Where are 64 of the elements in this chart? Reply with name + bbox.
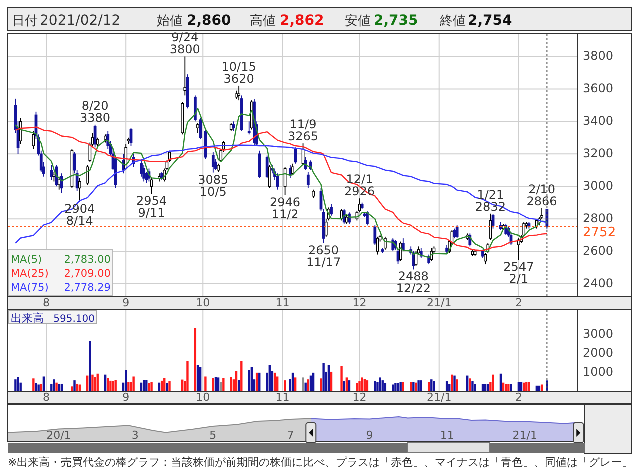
text: 始値	[157, 14, 183, 29]
x-tick-label: 9	[122, 296, 130, 310]
text: MA(75)	[11, 282, 49, 294]
text: ※出来高・売買代金の棒グラフ：当該株価が前期間の株価に比べ、プラスは「赤色」、マイナスは「青色」、同値は「グレー」	[8, 456, 634, 469]
x-tick-label: 9	[122, 391, 130, 404]
text: 高値	[250, 13, 276, 29]
x-tick-label: 11	[276, 391, 290, 404]
text: 2021/02/12	[40, 13, 121, 29]
y-tick-label: 3600	[583, 81, 614, 96]
y-tick-label: 3000	[583, 327, 614, 342]
x-tick-label: 12	[352, 296, 367, 310]
annotation: 10/15 3620	[222, 60, 256, 86]
x-tick-label: 10	[196, 391, 210, 404]
ref-line-label: 2752	[583, 226, 616, 241]
text: 2,754	[468, 13, 513, 29]
x-tick-label: 12	[352, 391, 367, 404]
annotation: 1/21 2832	[475, 188, 506, 214]
x-tick-label: 9	[366, 429, 374, 442]
x-tick-label: 10	[196, 296, 210, 310]
y-tick-label: 2600	[583, 244, 614, 258]
text: 安値	[345, 13, 371, 29]
annotation: 595.100	[54, 314, 95, 325]
annotation: 2954 9/11	[136, 194, 168, 220]
x-tick-label: 21/1	[427, 391, 452, 404]
x-tick-label: 3	[132, 429, 139, 442]
x-tick-label: 11	[276, 296, 290, 310]
text: 終値	[439, 14, 466, 29]
annotation: 2946 11/2	[270, 195, 301, 222]
annotation: 2,783.00	[64, 254, 111, 266]
chart-title: 出来高	[11, 312, 44, 325]
y-tick-label: 3800	[583, 49, 614, 64]
x-tick-label: 21/1	[512, 429, 538, 442]
x-tick-label: 2	[515, 391, 522, 404]
annotation: 2904 8/14	[64, 202, 96, 228]
x-tick-label: 8	[43, 296, 50, 310]
annotation: 2,709.00	[64, 268, 111, 280]
x-tick-label: 21/1	[427, 296, 452, 310]
y-tick-label: 3400	[583, 114, 614, 128]
y-tick-label: 1000	[583, 365, 614, 380]
y-tick-label: 2800	[583, 211, 614, 226]
y-tick-label: 2000	[583, 346, 614, 360]
annotation: 2650 11/17	[306, 243, 342, 270]
y-tick-label: 3200	[583, 146, 614, 160]
y-tick-label: 2400	[583, 276, 614, 290]
x-tick-label: 2	[515, 296, 522, 310]
x-tick-label: 8	[43, 391, 50, 404]
annotation: 8/20 3380	[80, 98, 111, 125]
annotation: 2/10 2866	[526, 182, 558, 208]
x-tick-label: 20/1	[46, 429, 72, 442]
annotation: 2547 2/1	[504, 260, 534, 286]
annotation: 2488 12/22	[396, 270, 431, 296]
text: 2,862	[280, 13, 324, 29]
annotation: 11/9 3265	[288, 118, 319, 144]
text: MA(25)	[11, 268, 49, 280]
x-tick-label: 7	[287, 429, 294, 442]
annotation: 3085 10/5	[198, 172, 229, 199]
x-tick-label: 5	[210, 429, 217, 442]
text: 2,860	[187, 13, 232, 29]
text: 日付	[12, 14, 38, 29]
x-tick-label: 11	[440, 429, 454, 442]
y-tick-label: 3000	[583, 178, 614, 193]
text: 2,735	[374, 13, 418, 29]
text: MA(5)	[11, 254, 42, 266]
annotation: 2,778.29	[64, 282, 111, 294]
